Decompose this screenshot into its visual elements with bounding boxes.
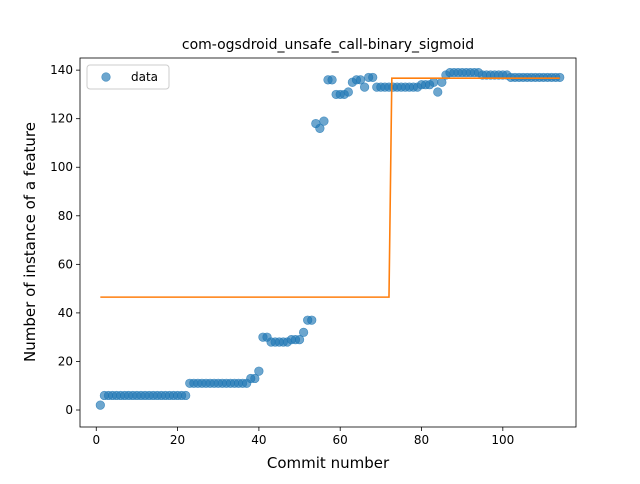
legend-box [86,64,170,90]
legend-label: data [131,70,158,84]
data-point [250,373,260,384]
legend: data [86,64,170,90]
y-tick-label: 0 [65,403,73,417]
y-tick-label: 20 [58,354,73,368]
data-point [359,82,370,92]
data-point [299,327,309,337]
plot-area: 0 20 40 60 80 100 0 20 40 60 80 100 120 140 [50,57,577,447]
y-tick-label: 60 [58,257,73,271]
x-tick-label: 100 [491,433,514,447]
chart-title: com-ogsdroid_unsafe_call-binary_sigmoid [182,37,474,53]
x-tick-label: 40 [251,433,266,447]
data-point [294,335,305,345]
y-tick-label: 140 [50,63,73,77]
y-axis-label: Number of instance of a feature [21,122,39,362]
data-point [95,400,105,410]
y-tick-label: 40 [58,306,73,320]
data-point [315,123,325,134]
x-tick-label: 80 [414,433,429,447]
x-tick-label: 60 [333,433,348,447]
data-point [319,116,329,126]
fit-line [100,77,560,298]
data-point [254,366,264,376]
x-tick-label: 20 [170,433,185,447]
y-tick-label: 80 [58,209,73,223]
data-point [433,87,443,97]
legend-marker [101,72,111,82]
plot-frame [79,57,577,428]
x-tick-label: 0 [92,433,100,447]
data-point [429,77,439,87]
data-point [368,72,378,83]
data-point [327,75,337,85]
x-axis-label: Commit number [267,454,390,472]
data-point [343,87,353,97]
data-point [181,390,191,401]
y-tick-label: 120 [50,112,73,126]
y-tick-label: 100 [50,160,73,174]
data-point [307,315,317,325]
